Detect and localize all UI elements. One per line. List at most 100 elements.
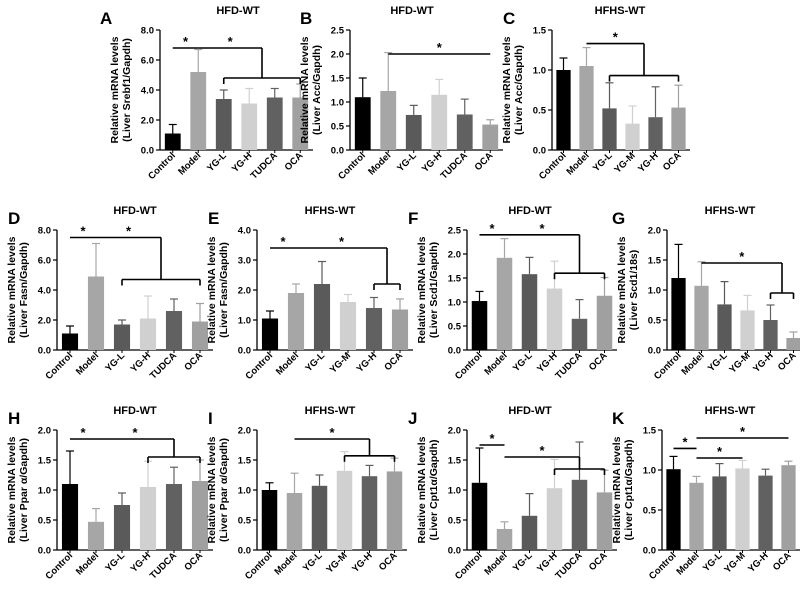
x-tick-label: TUDCA xyxy=(439,150,470,181)
bar xyxy=(546,488,563,550)
x-tick-label: YG-L xyxy=(511,550,535,574)
panel-g: G HFHS-WT Relative mRNA levels (Liver Scd1/… xyxy=(612,205,800,382)
significance-star: * xyxy=(489,221,495,236)
y-tick-label: 0.5 xyxy=(448,516,462,527)
x-tick-label: OCA xyxy=(776,350,799,373)
bar xyxy=(763,320,778,350)
chart-title: HFHS-WT xyxy=(305,205,356,217)
bar xyxy=(113,505,131,550)
y-tick-label: 2.5 xyxy=(331,26,345,37)
y-tick-label: 0.0 xyxy=(141,146,154,157)
x-tick-label: Model xyxy=(679,350,706,377)
y-tick-label: 2.0 xyxy=(238,286,251,297)
y-axis-label: Relative mRNA levels xyxy=(611,436,623,543)
x-tick-label: Model xyxy=(272,550,299,577)
y-tick-label: 0.5 xyxy=(643,506,657,517)
y-tick-label: 2.0 xyxy=(448,250,461,261)
bar xyxy=(61,333,79,350)
x-tick-label: TUDCA xyxy=(148,550,179,581)
significance-star: * xyxy=(740,424,746,439)
bar xyxy=(482,124,499,150)
bar xyxy=(431,94,448,150)
y-tick-label: 1.5 xyxy=(331,74,345,85)
bar xyxy=(139,487,157,550)
y-axis-label-sub: (Liver Ppar α/Gapdh) xyxy=(18,438,30,542)
y-tick-label: 1.5 xyxy=(533,26,547,37)
bar xyxy=(87,276,105,350)
y-axis-label-sub: (Liver Scd1/18s) xyxy=(628,250,640,331)
x-tick-label: Model xyxy=(74,550,101,577)
y-tick-label: 1.5 xyxy=(38,456,52,467)
panel-letter: B xyxy=(300,9,312,28)
bar xyxy=(496,257,513,350)
x-tick-label: YG-L xyxy=(395,150,419,174)
y-tick-label: 0.5 xyxy=(533,106,547,117)
bar xyxy=(386,471,403,550)
y-axis-label: Relative mRNA levels xyxy=(206,436,218,543)
y-tick-label: 1.5 xyxy=(238,456,252,467)
panel-j: J HFD-WT Relative mRNA levels (Liver Cpt1α/… xyxy=(408,405,617,582)
y-tick-label: 0.5 xyxy=(238,516,252,527)
y-tick-label: 0.5 xyxy=(448,322,462,333)
y-tick-label: 0.0 xyxy=(448,546,461,557)
panel-letter: F xyxy=(408,209,418,228)
y-tick-label: 1.0 xyxy=(448,486,461,497)
y-tick-label: 0.0 xyxy=(643,546,656,557)
panel-letter: I xyxy=(208,409,213,428)
bar xyxy=(287,293,305,350)
y-tick-label: 8.0 xyxy=(38,226,51,237)
significance-star: * xyxy=(280,234,286,249)
y-tick-label: 2.0 xyxy=(331,50,344,61)
significance-star: * xyxy=(339,234,345,249)
bar xyxy=(596,492,613,550)
panel-letter: K xyxy=(612,409,625,428)
significance-star: * xyxy=(132,425,138,440)
x-tick-label: YG-L xyxy=(591,150,615,174)
y-tick-label: 2.0 xyxy=(238,426,251,437)
significance-star: * xyxy=(228,34,234,49)
y-axis-label-sub: (Liver Ppar α/Gapdh) xyxy=(218,438,230,542)
x-tick-label: YG-L xyxy=(205,150,229,174)
x-tick-label: OCA xyxy=(283,150,306,173)
y-axis-label: Relative mRNA levels xyxy=(501,36,513,143)
x-tick-label: OCA xyxy=(377,550,400,573)
bar xyxy=(648,117,663,150)
significance-star: * xyxy=(183,34,189,49)
chart-title: HFD-WT xyxy=(113,205,157,217)
x-tick-label: TUDCA xyxy=(553,350,584,381)
y-tick-label: 4.0 xyxy=(238,226,251,237)
panel-letter: H xyxy=(8,409,20,428)
x-tick-label: YG-H xyxy=(350,550,375,575)
bar xyxy=(365,308,383,350)
significance-star: * xyxy=(80,224,86,239)
bar xyxy=(571,318,588,350)
bar xyxy=(689,482,704,550)
y-tick-label: 0.0 xyxy=(38,546,51,557)
y-tick-label: 0.0 xyxy=(238,546,251,557)
chart-title: HFHS-WT xyxy=(595,5,646,17)
bar xyxy=(313,284,331,350)
x-tick-label: YG-L xyxy=(303,350,327,374)
x-tick-label: YG-M xyxy=(328,350,353,375)
bar xyxy=(286,493,303,550)
y-axis-label: Relative mRNA levels xyxy=(6,236,18,343)
x-tick-label: YG-H xyxy=(355,350,380,375)
x-tick-label: Model xyxy=(564,150,591,177)
significance-star: * xyxy=(329,425,335,440)
bar xyxy=(666,469,681,550)
x-tick-label: Model xyxy=(74,350,101,377)
y-axis-label: Relative mRNA levels xyxy=(206,236,218,343)
chart-title: HFD-WT xyxy=(216,5,260,17)
bar xyxy=(292,97,309,150)
y-tick-label: 0.0 xyxy=(448,346,461,357)
panel-letter: E xyxy=(208,209,219,228)
x-tick-label: TUDCA xyxy=(249,150,280,181)
bar xyxy=(556,70,571,150)
bar xyxy=(191,481,209,550)
chart-title: HFHS-WT xyxy=(705,205,756,217)
chart-title: HFD-WT xyxy=(508,205,552,217)
y-axis-label-sub: (Liver Scd1/Gapdh) xyxy=(428,242,440,338)
y-tick-label: 6.0 xyxy=(141,56,154,67)
x-tick-label: YG-L xyxy=(301,550,325,574)
